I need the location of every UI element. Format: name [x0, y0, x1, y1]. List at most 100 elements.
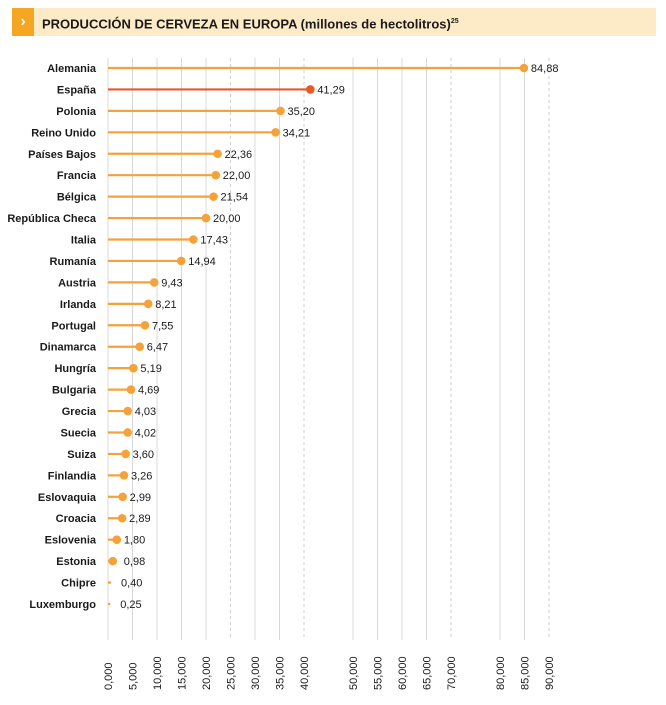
lollipop-dot	[119, 471, 129, 480]
lollipop-dot	[149, 278, 159, 287]
lollipop-dot	[108, 581, 112, 584]
lollipop-dot	[140, 320, 150, 330]
category-label: Bulgaria	[52, 385, 97, 397]
value-label: 2,99	[130, 492, 151, 504]
value-label: 0,40	[121, 578, 142, 590]
value-label: 4,03	[135, 406, 156, 418]
lollipop-dot	[121, 449, 130, 459]
x-tick-label: 15,000	[177, 656, 189, 690]
value-label: 0,98	[124, 556, 145, 568]
category-label: Chipre	[61, 578, 96, 590]
x-tick-label: 60,000	[397, 656, 409, 690]
value-label: 8,21	[155, 299, 176, 311]
value-label: 6,47	[147, 342, 168, 354]
value-label: 22,36	[225, 149, 253, 161]
category-label: Dinamarca	[40, 342, 97, 354]
value-label: 5,19	[140, 363, 161, 375]
chart-title: PRODUCCIÓN DE CERVEZA EN EUROPA (millone…	[42, 8, 459, 38]
value-label: 9,43	[161, 277, 182, 289]
category-label: Portugal	[51, 320, 96, 332]
category-label: Austria	[58, 277, 97, 289]
category-label: Alemania	[47, 63, 97, 75]
category-label: Luxemburgo	[29, 599, 96, 611]
value-label: 0,25	[120, 599, 141, 611]
title-footnote: 25	[450, 18, 459, 25]
value-label: 4,69	[138, 385, 159, 397]
x-tick-label: 20,000	[201, 656, 213, 690]
category-label: Países Bajos	[28, 149, 96, 161]
category-label: Bélgica	[57, 192, 97, 204]
lollipop-dot	[123, 406, 133, 416]
lollipop-dot	[189, 235, 198, 244]
category-label: Estonia	[56, 556, 97, 568]
x-tick-label: 50,000	[348, 656, 360, 690]
value-label: 4,02	[135, 427, 156, 439]
value-label: 7,55	[152, 320, 173, 332]
x-tick-label: 90,000	[544, 656, 556, 690]
category-label: Irlanda	[60, 299, 97, 311]
category-label: Finlandia	[48, 470, 97, 482]
value-label: 3,60	[133, 449, 154, 461]
lollipop-dot	[209, 192, 218, 201]
category-label: Croacia	[56, 513, 97, 525]
category-label: Italia	[71, 235, 97, 247]
chart-title-text: PRODUCCIÓN DE CERVEZA EN EUROPA (millone…	[42, 16, 451, 32]
lollipop-dot	[213, 149, 222, 159]
lollipop-dot	[143, 299, 153, 309]
value-label: 35,20	[287, 106, 315, 118]
lollipop-dot	[271, 128, 280, 137]
lollipop-dot	[108, 602, 111, 606]
x-tick-label: 85,000	[520, 656, 532, 690]
category-label: República Checa	[7, 213, 97, 225]
category-label: Francia	[57, 170, 97, 182]
x-tick-label: 65,000	[422, 656, 434, 690]
lollipop-dot	[118, 492, 127, 502]
x-tick-label: 10,000	[152, 656, 164, 690]
value-label: 84,88	[531, 63, 559, 75]
lollipop-dot	[176, 256, 186, 266]
value-label: 14,94	[188, 256, 216, 268]
chevron-right-icon: ›	[12, 8, 34, 36]
value-label: 21,54	[221, 192, 249, 204]
category-label: Rumanía	[50, 256, 97, 268]
value-label: 2,89	[129, 513, 150, 525]
lollipop-dot	[211, 170, 221, 180]
category-label: Grecia	[62, 406, 97, 418]
category-label: Reino Unido	[31, 127, 96, 139]
x-tick-label: 35,000	[275, 656, 287, 690]
category-label: España	[57, 84, 97, 96]
x-tick-label: 30,000	[250, 656, 262, 690]
value-label: 22,00	[223, 170, 251, 182]
category-label: Hungría	[54, 363, 96, 375]
lollipop-dot	[306, 85, 315, 94]
lollipop-dot	[129, 363, 138, 373]
x-tick-label: 5,000	[128, 662, 140, 690]
lollipop-dot	[112, 535, 122, 544]
lollipop-dot	[117, 513, 127, 523]
lollipop-dot	[519, 63, 529, 73]
value-label: 1,80	[124, 535, 145, 547]
x-tick-label: 70,000	[446, 656, 458, 690]
lollipop-dot	[135, 342, 145, 352]
x-tick-label: 0,000	[103, 662, 115, 690]
lollipop-dot	[201, 213, 211, 223]
lollipop-dot	[126, 385, 136, 394]
category-label: Eslovaquia	[38, 492, 97, 504]
x-tick-label: 80,000	[495, 656, 507, 690]
value-label: 17,43	[200, 235, 228, 247]
value-label: 34,21	[283, 127, 311, 139]
category-label: Suiza	[67, 449, 97, 461]
x-tick-label: 25,000	[226, 656, 238, 690]
category-label: Polonia	[56, 106, 97, 118]
lollipop-dot	[108, 556, 118, 566]
x-tick-label: 40,000	[299, 656, 311, 690]
lollipop-dot	[123, 428, 132, 437]
chart-title-bar: › PRODUCCIÓN DE CERVEZA EN EUROPA (millo…	[12, 8, 656, 36]
category-label: Suecia	[61, 427, 97, 439]
value-label: 3,26	[131, 470, 152, 482]
value-label: 41,29	[317, 84, 345, 96]
value-label: 20,00	[213, 213, 241, 225]
lollipop-dot	[276, 106, 285, 116]
category-label: Eslovenia	[45, 535, 97, 547]
